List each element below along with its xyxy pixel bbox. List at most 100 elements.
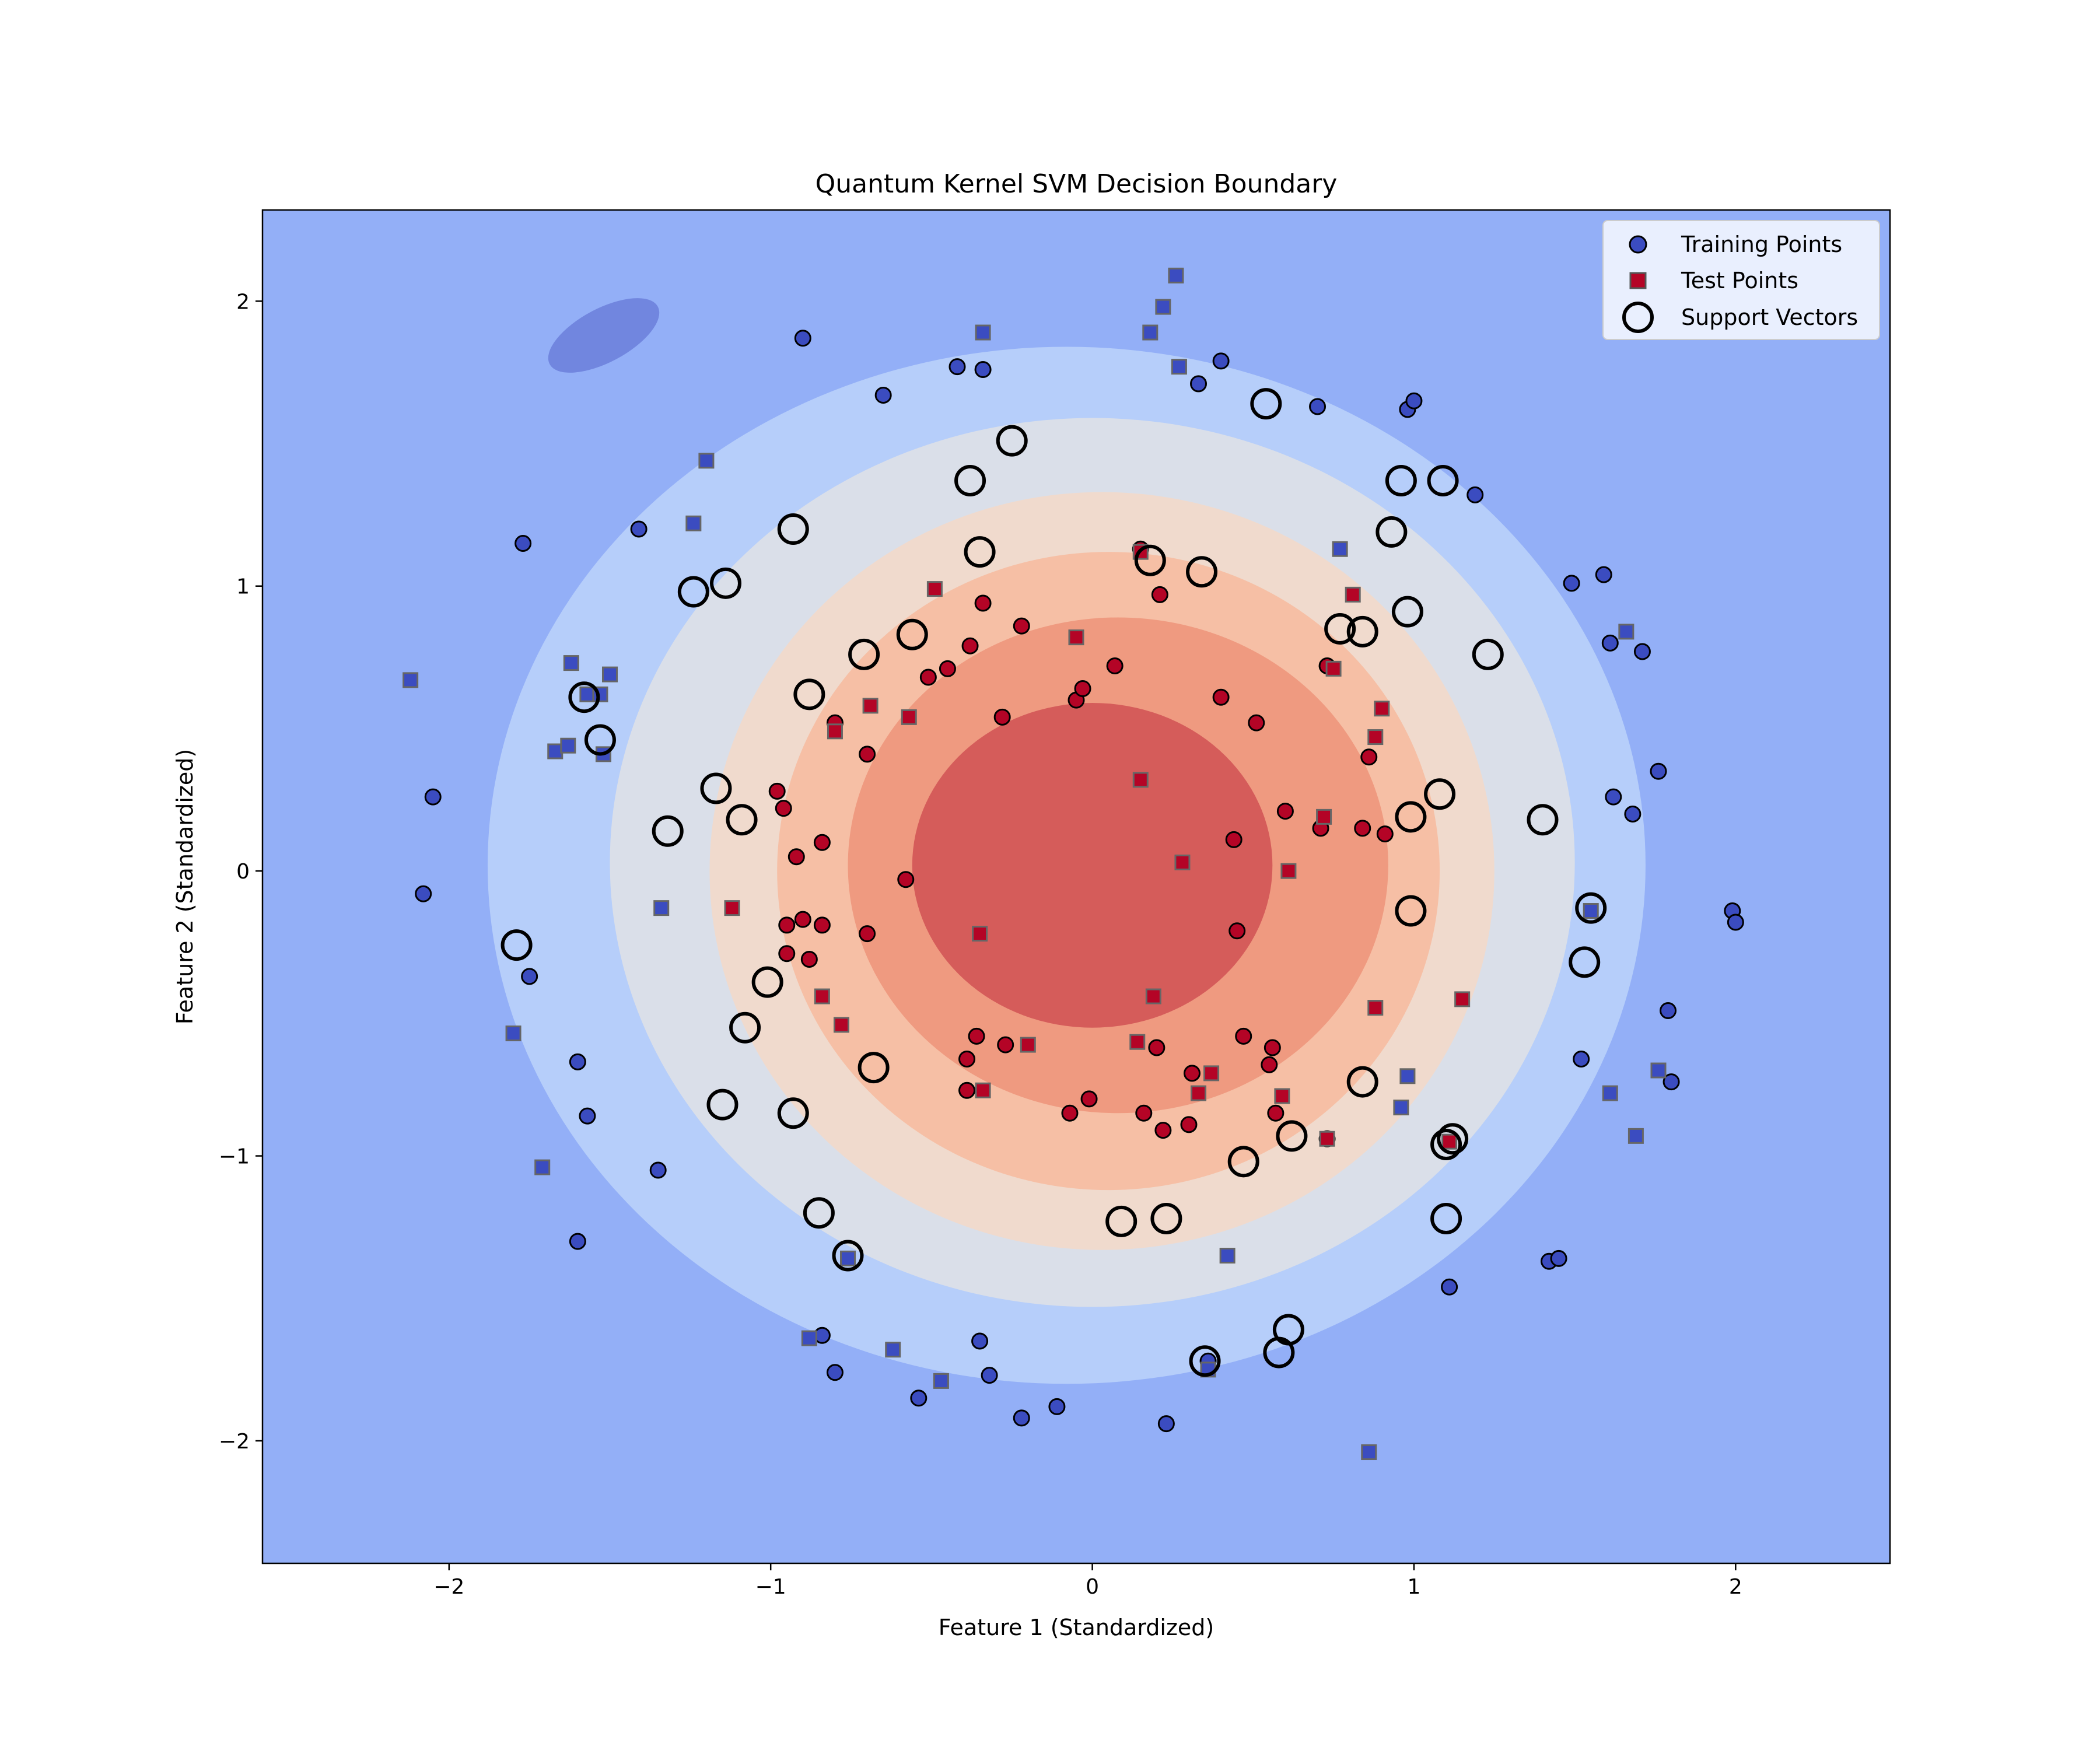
- training-point: [415, 885, 432, 902]
- training-point: [1180, 1116, 1198, 1133]
- legend: Training Points Test Points Support Vect…: [1602, 220, 1880, 340]
- test-point: [1367, 1000, 1384, 1016]
- support-vector: [1437, 1123, 1469, 1155]
- support-vector: [954, 465, 986, 496]
- training-point: [1550, 1250, 1567, 1267]
- training-point: [1563, 575, 1580, 592]
- legend-label-test: Test Points: [1681, 268, 1798, 293]
- support-vector: [1395, 801, 1427, 833]
- test-point: [926, 581, 943, 597]
- x-tick-label: 1: [1407, 1575, 1420, 1599]
- training-point: [794, 330, 811, 347]
- y-tick-label: −2: [219, 1430, 250, 1454]
- support-vector: [1385, 465, 1417, 496]
- training-point: [579, 1107, 596, 1125]
- test-point: [933, 1373, 949, 1389]
- training-point: [1212, 352, 1230, 370]
- test-point: [1332, 541, 1348, 557]
- x-tick-label: 0: [1086, 1575, 1099, 1599]
- support-vector: [726, 804, 758, 836]
- training-point: [993, 708, 1011, 726]
- test-point: [1618, 624, 1634, 640]
- test-point: [1132, 772, 1149, 788]
- training-point: [794, 911, 811, 928]
- training-point: [1248, 714, 1265, 732]
- support-vector: [777, 1097, 809, 1129]
- training-point: [826, 1364, 844, 1381]
- support-vector: [1150, 1203, 1182, 1235]
- training-point: [1148, 1039, 1166, 1056]
- support-vector: [709, 567, 741, 599]
- x-axis-ticks: −2 −1 0 1 2: [433, 1563, 1742, 1599]
- training-point: [569, 1233, 586, 1250]
- plot-frame: [261, 209, 1891, 1564]
- test-point: [1168, 267, 1184, 284]
- training-point: [1573, 1050, 1590, 1068]
- test-point: [840, 1250, 856, 1266]
- test-point: [827, 723, 843, 740]
- support-vector: [1427, 465, 1459, 496]
- training-point: [1261, 1056, 1278, 1073]
- test-point: [1174, 854, 1191, 870]
- support-vector: [729, 1012, 761, 1044]
- training-point: [974, 361, 992, 379]
- training-point: [1151, 586, 1168, 603]
- legend-marker-support: [1622, 302, 1654, 333]
- training-point: [768, 782, 786, 800]
- legend-marker-training: [1629, 235, 1647, 254]
- legend-label-training: Training Points: [1681, 232, 1842, 257]
- training-point: [788, 848, 805, 866]
- training-point: [1074, 680, 1091, 698]
- training-point: [778, 916, 796, 934]
- support-vector: [1186, 556, 1218, 588]
- support-vector: [1430, 1129, 1462, 1161]
- training-point: [958, 1050, 976, 1068]
- support-vector: [1346, 1066, 1378, 1098]
- y-tick-label: −1: [219, 1145, 250, 1169]
- training-point: [919, 668, 937, 686]
- test-point: [653, 900, 670, 916]
- data-points: [402, 267, 1744, 1461]
- training-point: [514, 534, 532, 552]
- test-point: [1219, 1248, 1236, 1264]
- test-point: [801, 1330, 817, 1346]
- test-point: [534, 1159, 551, 1175]
- test-point: [1628, 1128, 1644, 1144]
- y-axis-ticks: −2 −1 0 1 2: [219, 290, 262, 1454]
- training-point: [1650, 762, 1667, 780]
- test-point: [1145, 988, 1161, 1005]
- support-vector: [1189, 1345, 1221, 1377]
- test-point: [975, 324, 991, 341]
- support-vector: [751, 966, 783, 998]
- support-vector: [803, 1197, 835, 1229]
- y-tick-label: 1: [236, 575, 250, 599]
- support-vector: [1250, 388, 1282, 420]
- training-point: [939, 660, 956, 677]
- support-vector: [1527, 804, 1559, 836]
- training-point: [997, 1036, 1014, 1054]
- test-point: [1129, 1034, 1146, 1050]
- training-point: [1190, 375, 1208, 393]
- training-point: [1212, 688, 1230, 706]
- support-vector: [1324, 612, 1356, 645]
- training-point: [1354, 820, 1371, 837]
- legend-label-support: Support Vectors: [1681, 304, 1858, 330]
- training-point: [521, 968, 538, 985]
- support-vector: [832, 1240, 864, 1272]
- training-point: [1601, 634, 1619, 652]
- training-point: [1080, 1090, 1098, 1108]
- support-vector: [896, 618, 928, 650]
- training-point: [1061, 1104, 1079, 1122]
- training-point: [1376, 825, 1394, 843]
- support-vector: [501, 929, 533, 961]
- test-point: [1325, 660, 1342, 677]
- support-vector: [848, 638, 880, 670]
- test-point: [833, 1017, 849, 1033]
- training-point: [1183, 1065, 1200, 1082]
- support-vector: [568, 681, 600, 713]
- x-axis-label: Feature 1 (Standardized): [939, 1615, 1214, 1640]
- training-point: [1106, 657, 1124, 674]
- test-point: [1441, 1133, 1458, 1150]
- training-point: [775, 800, 792, 817]
